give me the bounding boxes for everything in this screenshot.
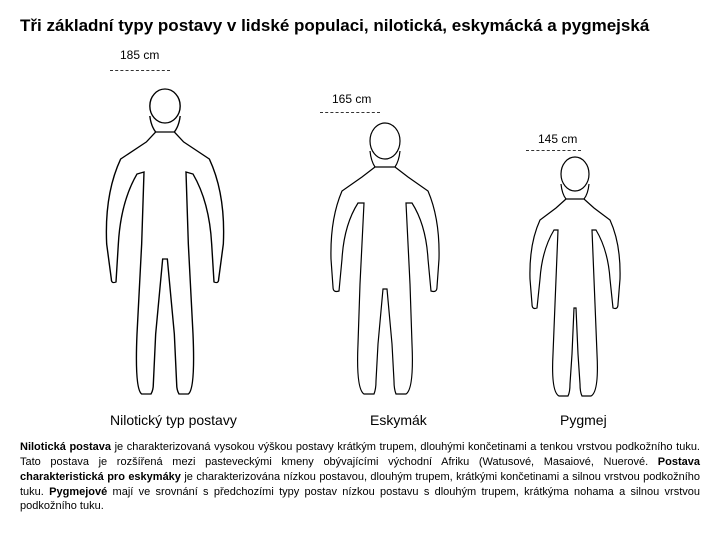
caption-eskimo: Eskymák [310, 412, 510, 428]
desc-part-3: mají ve srovnání s předchozími typy post… [20, 486, 700, 513]
caption-row: Nilotický typ postavy Eskymák Pygmej [20, 412, 700, 428]
height-label-eskimo: 165 cm [332, 92, 371, 106]
desc-bold-3: Pygmejové [49, 486, 107, 498]
desc-bold-1: Nilotická postava [20, 441, 111, 453]
caption-pygmy: Pygmej [510, 412, 700, 428]
caption-nilotic: Nilotický typ postavy [20, 412, 310, 428]
height-line-nilotic [110, 70, 170, 71]
body-figure-nilotic [95, 84, 235, 404]
figure-diagram: 185 cm 165 cm 145 cm [20, 44, 700, 404]
height-line-pygmy [526, 150, 581, 151]
body-figure-eskimo [320, 119, 450, 404]
height-label-nilotic: 185 cm [120, 48, 159, 62]
height-line-eskimo [320, 112, 380, 113]
description-text: Nilotická postava je charakterizovaná vy… [20, 440, 700, 514]
page-title: Tři základní typy postavy v lidské popul… [20, 16, 700, 36]
desc-part-1: je charakterizovaná vysokou výškou posta… [20, 441, 700, 468]
height-label-pygmy: 145 cm [538, 132, 577, 146]
body-figure-pygmy [520, 154, 630, 404]
